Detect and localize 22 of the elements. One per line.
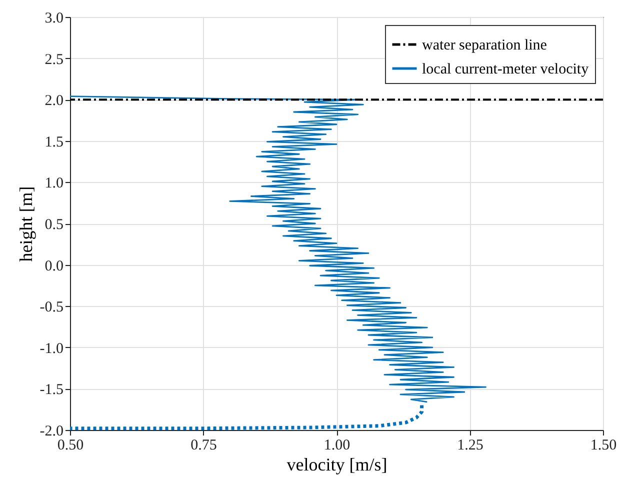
y-tick-label: -1.0 (40, 340, 64, 357)
line-series (69, 96, 486, 403)
x-axis-title: velocity [m/s] (286, 454, 388, 474)
y-tick-label: -1.5 (40, 382, 64, 398)
y-tick-label: -2.0 (40, 424, 64, 440)
y-tick-label: 2.0 (44, 93, 64, 110)
legend-label: water separation line (422, 38, 548, 54)
y-axis-title: height [m] (16, 186, 36, 262)
legend-label: local current-meter velocity (422, 62, 590, 78)
y-tick-label: 1.5 (44, 134, 64, 150)
x-tick-label: 1.25 (457, 438, 484, 454)
y-tick-label: 0.0 (44, 258, 64, 274)
y-tick-label: 0.5 (44, 217, 64, 233)
x-tick-label: 1.50 (590, 438, 617, 454)
x-tick-label: 0.75 (190, 438, 217, 454)
y-tick-label: 2.5 (44, 52, 64, 68)
y-tick-label: 3.0 (44, 10, 64, 26)
y-tick-label: 1.0 (44, 176, 64, 192)
y-tick-label: -0.5 (40, 300, 64, 316)
x-tick-label: 1.00 (324, 438, 350, 454)
line-series (68, 403, 424, 430)
x-tick-label: 0.50 (57, 438, 84, 454)
